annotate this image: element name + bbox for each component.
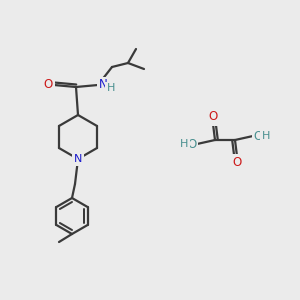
Text: N: N — [74, 154, 82, 164]
Text: H: H — [262, 131, 270, 141]
Text: N: N — [99, 79, 107, 92]
Text: O: O — [232, 157, 242, 169]
Text: O: O — [188, 137, 196, 151]
Text: O: O — [254, 130, 262, 142]
Text: H: H — [180, 139, 188, 149]
Text: O: O — [44, 79, 52, 92]
Text: H: H — [107, 83, 115, 93]
Text: O: O — [208, 110, 217, 124]
